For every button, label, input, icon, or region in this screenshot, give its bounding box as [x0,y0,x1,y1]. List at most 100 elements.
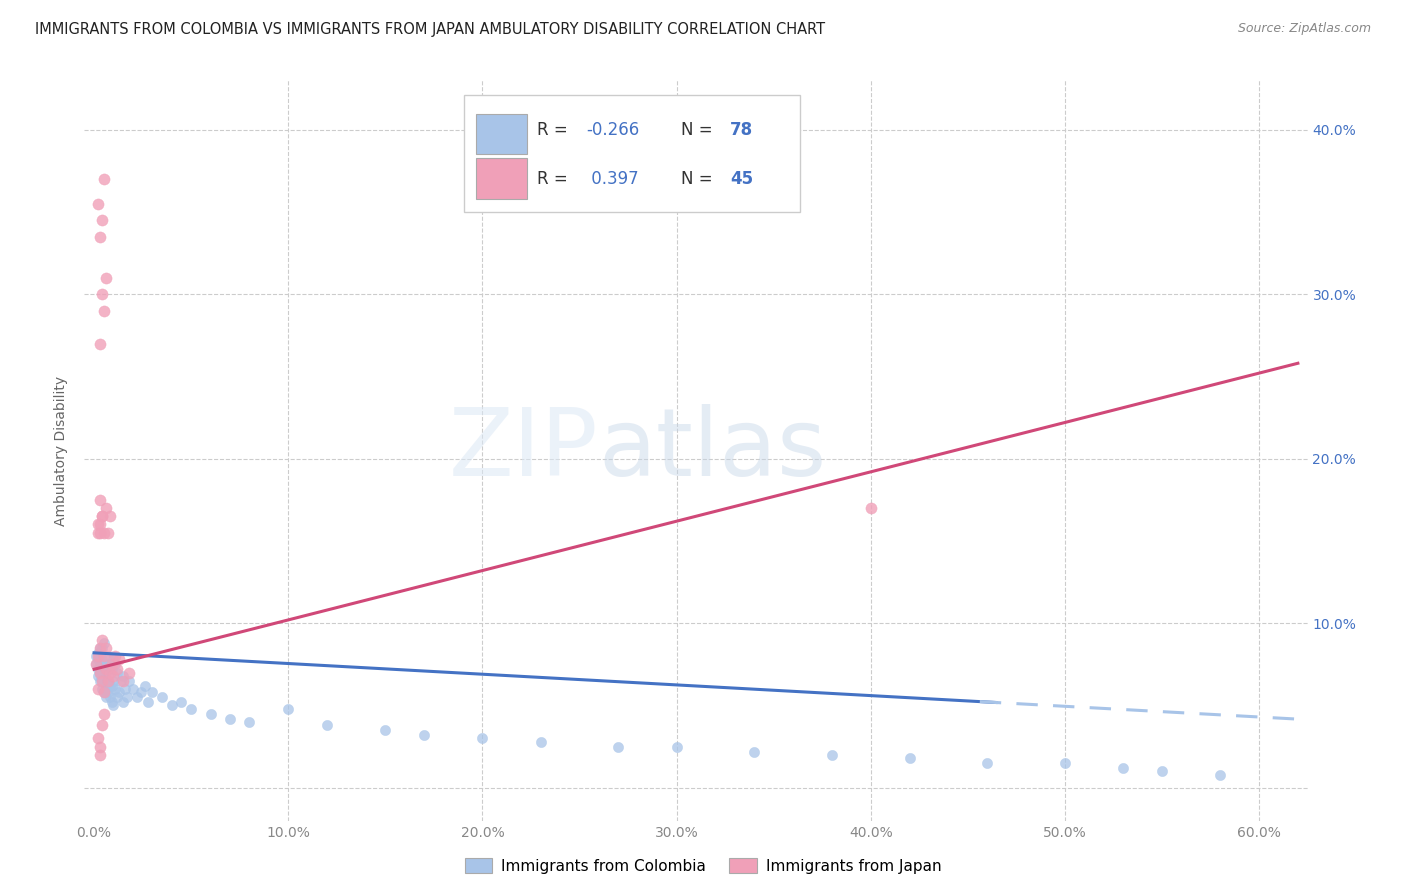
Point [93,685,115,699]
Text: IMMIGRANTS FROM COLOMBIA VS IMMIGRANTS FROM JAPAN AMBULATORY DISABILITY CORRELAT: IMMIGRANTS FROM COLOMBIA VS IMMIGRANTS F… [35,22,825,37]
Point [160,698,183,713]
Point [665,739,688,754]
Point [89,665,111,680]
Point [100,657,122,672]
Point [607,739,630,754]
Point [93,525,115,540]
Point [98,690,121,705]
Point [89,747,111,762]
Point [110,673,132,688]
Point [112,673,135,688]
Point [859,501,882,516]
Point [89,657,111,672]
Point [1053,756,1076,770]
Point [89,665,111,680]
Point [87,731,110,746]
Point [90,509,112,524]
Point [94,657,117,672]
Point [94,679,117,693]
Point [103,669,125,683]
Point [200,706,222,721]
Point [90,652,112,666]
Point [122,681,145,696]
Point [93,649,115,664]
Point [97,649,120,664]
Text: R =: R = [537,169,574,187]
Point [97,673,120,688]
Point [112,695,135,709]
Point [84,657,107,672]
Point [105,662,128,676]
Point [93,665,115,680]
Point [1209,767,1232,781]
Point [1150,764,1173,779]
Point [94,690,117,705]
Point [98,679,121,693]
Point [89,517,111,532]
Point [118,665,141,680]
Point [976,756,998,770]
Point [170,695,193,709]
Point [93,685,115,699]
FancyBboxPatch shape [464,95,800,212]
Point [103,673,125,688]
Point [141,685,163,699]
Point [89,739,111,754]
FancyBboxPatch shape [475,113,527,154]
Point [94,501,117,516]
Point [238,714,260,729]
Point [104,649,127,664]
Point [103,698,125,713]
Point [94,665,117,680]
Point [134,679,156,693]
Point [90,681,112,696]
Point [125,690,148,705]
Legend: Immigrants from Colombia, Immigrants from Japan: Immigrants from Colombia, Immigrants fro… [458,852,948,880]
Point [87,652,110,666]
Point [104,681,127,696]
Point [100,679,122,693]
Text: R =: R = [537,121,574,139]
Point [93,706,115,721]
Point [89,229,111,244]
Point [87,662,110,676]
Point [89,640,111,655]
Text: atlas: atlas [598,404,827,497]
Text: 45: 45 [730,169,754,187]
Point [87,196,110,211]
Point [530,734,553,748]
Point [93,303,115,318]
Point [93,172,115,186]
Point [98,665,121,680]
Point [898,751,921,765]
Point [84,657,107,672]
Point [100,662,122,676]
Point [93,636,115,650]
Point [821,747,844,762]
Point [89,649,111,664]
Point [90,509,112,524]
Point [150,690,173,705]
Point [90,640,112,655]
Point [87,646,110,660]
Point [108,652,131,666]
Text: 0.397: 0.397 [586,169,638,187]
Y-axis label: Ambulatory Disability: Ambulatory Disability [55,376,69,525]
Point [90,673,112,688]
Point [118,673,141,688]
Point [90,213,112,227]
Point [100,695,122,709]
Point [94,640,117,655]
Point [87,649,110,664]
Point [112,669,135,683]
Point [471,731,494,746]
Point [94,662,117,676]
Point [219,712,242,726]
Text: ZIP: ZIP [449,404,598,497]
Point [87,525,110,540]
Point [84,649,107,664]
Point [374,723,396,738]
Point [93,657,115,672]
Point [87,669,110,683]
Point [129,685,152,699]
